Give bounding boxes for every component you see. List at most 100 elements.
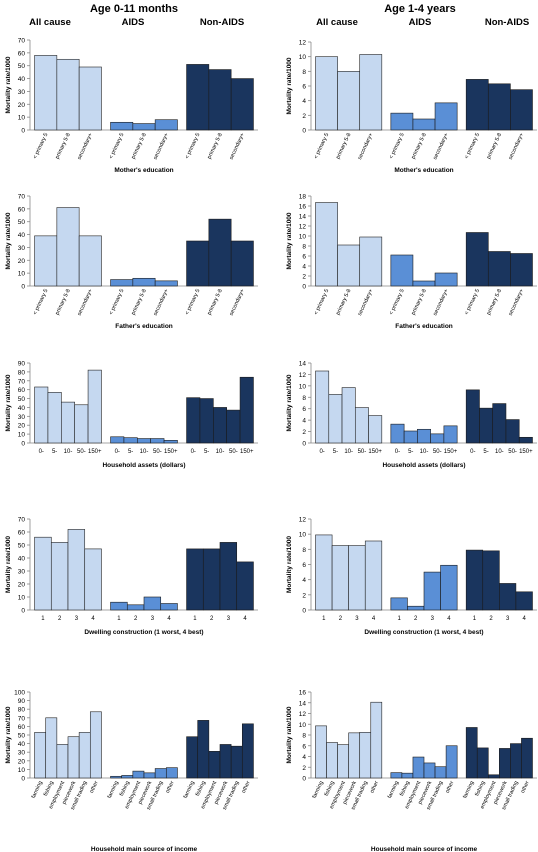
y-tick-label: 30 (18, 569, 26, 576)
bar-non-aids-3 (487, 774, 500, 779)
x-tick-label: 1 (397, 616, 401, 622)
bar-aids-1 (390, 254, 414, 287)
x-tick-label: 2 (414, 616, 418, 622)
bar-aids-1 (390, 112, 414, 131)
bar-aids-2 (403, 430, 418, 444)
bar-non-aids-2 (202, 548, 221, 611)
bar-aids-4 (430, 433, 445, 444)
x-tick-label: 50- (153, 449, 162, 455)
bar-aids-1 (110, 775, 123, 779)
y-tick-label: 2 (302, 592, 306, 599)
x-axis-label: Household main source of income (371, 846, 478, 852)
y-tick-label: 0 (302, 776, 306, 783)
x-tick-label: other (89, 780, 100, 794)
x-tick-label: farming (183, 780, 196, 799)
bar-aids-2 (401, 772, 414, 779)
y-tick-label: 2 (302, 274, 306, 281)
y-tick-label: 10 (18, 115, 26, 122)
x-tick-label: secondary+ (508, 132, 526, 160)
y-tick-label: 50 (18, 219, 26, 226)
y-tick-label: 14 (299, 700, 307, 707)
bar-non-aids-2 (476, 747, 489, 779)
x-tick-label: secondary+ (229, 288, 247, 316)
bar-non-aids-4 (499, 748, 511, 779)
bar-aids-2 (132, 277, 156, 287)
bar-aids-3 (412, 756, 425, 779)
panel-age1-4-mothers-education: 0 2 4 6 8 10 12 Mortality rate/1000 < primary 5 p… (286, 40, 537, 174)
x-tick-label: < primary 5 (32, 288, 49, 316)
y-tick-label: 0 (302, 608, 306, 615)
y-tick-label: 8 (302, 69, 306, 76)
bar-non-aids-3 (230, 240, 254, 287)
y-tick-label: 60 (18, 530, 26, 537)
bar-non-aids-2 (487, 83, 511, 131)
bar-aids-3 (137, 438, 151, 444)
y-tick-label: 30 (18, 414, 26, 421)
bar-aids-4 (440, 564, 458, 611)
bar-non-aids-2 (208, 218, 232, 287)
x-tick-label: 5- (483, 449, 488, 455)
bar-non-aids-5 (230, 745, 243, 779)
bar-non-aids-2 (199, 398, 214, 444)
x-tick-label: 150+ (164, 449, 178, 455)
bar-non-aids-4 (219, 744, 232, 779)
y-tick-label: 10 (299, 722, 307, 729)
x-tick-label: < primary 5 (464, 288, 481, 316)
bar-all-cause-1 (315, 534, 333, 611)
x-tick-label: other (241, 780, 252, 794)
bar-aids-1 (390, 597, 408, 611)
y-axis-label: Mortality rate/1000 (286, 57, 293, 114)
x-tick-label: 2 (210, 616, 214, 622)
bar-aids-3 (423, 571, 441, 611)
right-col-aids-title: AIDS (409, 17, 432, 28)
x-tick-label: farming (387, 780, 400, 799)
x-tick-label: 150+ (368, 449, 382, 455)
y-tick-label: 6 (302, 406, 306, 413)
x-tick-label: secondary+ (357, 288, 375, 316)
bar-non-aids-1 (186, 736, 199, 779)
bar-non-aids-6 (241, 723, 254, 779)
y-tick-label: 60 (18, 724, 26, 731)
y-tick-label: 12 (299, 711, 307, 718)
x-tick-label: 50- (358, 449, 367, 455)
x-tick-label: secondary+ (357, 132, 375, 160)
y-tick-label: 20 (18, 102, 26, 109)
x-tick-label: 0- (319, 449, 324, 455)
bar-aids-2 (132, 123, 156, 131)
bar-all-cause-4 (354, 407, 369, 444)
y-tick-label: 50 (18, 733, 26, 740)
y-tick-label: 0 (21, 128, 25, 135)
bar-non-aids-3 (230, 78, 254, 131)
bar-non-aids-1 (186, 64, 210, 131)
bar-non-aids-3 (213, 407, 227, 444)
bar-all-cause-3 (67, 529, 86, 611)
x-tick-label: 4 (523, 616, 527, 622)
y-tick-label: 8 (302, 244, 306, 251)
bar-all-cause-6 (89, 711, 102, 779)
bar-all-cause-4 (67, 736, 80, 779)
bar-aids-1 (110, 121, 134, 131)
y-tick-label: 10 (299, 532, 307, 539)
bar-non-aids-2 (208, 69, 232, 131)
bar-all-cause-2 (45, 717, 58, 779)
bar-non-aids-1 (465, 232, 489, 287)
bar-aids-6 (165, 767, 178, 779)
y-tick-label: 70 (18, 378, 26, 385)
y-axis-label: Mortality rate/1000 (286, 536, 293, 593)
y-tick-label: 0 (302, 128, 306, 135)
y-axis-label: Mortality rate/1000 (5, 536, 12, 593)
bar-all-cause-3 (56, 744, 69, 779)
x-tick-label: other (445, 780, 456, 794)
y-tick-label: 8 (302, 547, 306, 554)
y-tick-label: 70 (18, 38, 26, 45)
bar-non-aids-1 (465, 727, 478, 779)
y-tick-label: 8 (302, 733, 306, 740)
right-col-non-aids-title: Non-AIDS (485, 17, 529, 28)
x-tick-label: secondary+ (153, 132, 171, 160)
bar-non-aids-4 (505, 419, 520, 444)
y-tick-label: 30 (18, 750, 26, 757)
y-tick-label: 70 (18, 715, 26, 722)
x-tick-label: 3 (355, 616, 359, 622)
x-tick-label: 1 (473, 616, 477, 622)
y-tick-label: 70 (18, 517, 26, 524)
